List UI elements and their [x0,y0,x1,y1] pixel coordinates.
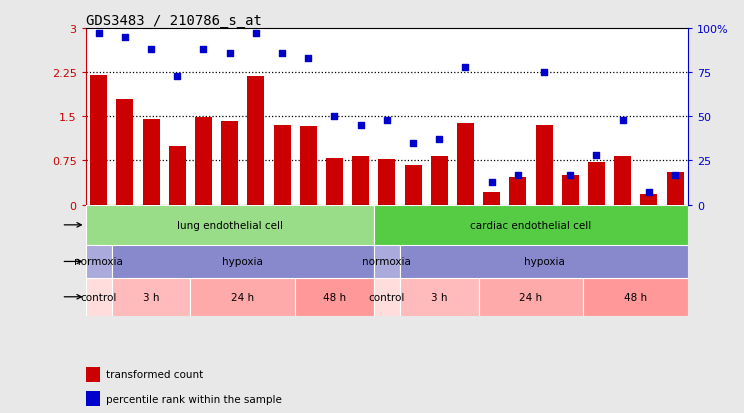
Bar [295,278,373,316]
Point [381,117,393,124]
Point [197,47,209,53]
Bar [379,159,395,205]
Point [329,114,341,120]
Text: transformed count: transformed count [106,369,203,379]
Point [512,172,524,178]
Text: control: control [80,292,117,302]
Bar [373,205,688,245]
Bar [400,245,688,278]
Bar [510,178,527,205]
Point [276,50,288,57]
Text: control: control [369,292,405,302]
Point [433,137,445,143]
Point [407,140,419,147]
Text: 24 h: 24 h [231,292,254,302]
Bar [373,278,400,316]
Bar [615,157,631,205]
Point [250,31,262,38]
Bar [86,205,373,245]
Bar [143,120,159,205]
Point [302,56,314,62]
Text: cardiac endothelial cell: cardiac endothelial cell [470,220,591,230]
Bar [247,77,264,205]
Bar [90,76,107,205]
Text: 48 h: 48 h [624,292,647,302]
Text: hypoxia: hypoxia [524,257,565,267]
Bar [400,278,478,316]
Bar [478,278,583,316]
Bar [190,278,295,316]
Text: 24 h: 24 h [519,292,542,302]
Point [643,190,655,196]
Bar [221,122,238,205]
Text: normoxia: normoxia [74,257,123,267]
Bar [86,367,100,382]
Point [565,172,577,178]
Text: 3 h: 3 h [431,292,448,302]
Bar [431,157,448,205]
Text: 3 h: 3 h [143,292,159,302]
Bar [536,126,553,205]
Text: 48 h: 48 h [323,292,346,302]
Text: lung endothelial cell: lung endothelial cell [176,220,283,230]
Point [355,123,367,129]
Bar [86,278,112,316]
Bar [583,278,688,316]
Point [538,70,550,76]
Point [119,34,131,41]
Bar [86,245,112,278]
Bar [641,195,658,205]
Text: hypoxia: hypoxia [222,257,263,267]
Bar [116,100,133,205]
Bar [326,158,343,205]
Point [460,64,472,71]
Bar [667,173,684,205]
Bar [405,165,422,205]
Bar [588,163,605,205]
Bar [300,127,317,205]
Point [669,172,681,178]
Bar [112,278,190,316]
Point [171,73,183,80]
Bar [352,157,369,205]
Bar [483,192,500,205]
Text: normoxia: normoxia [362,257,411,267]
Point [486,179,498,185]
Text: GDS3483 / 210786_s_at: GDS3483 / 210786_s_at [86,14,261,28]
Bar [86,392,100,406]
Point [591,152,603,159]
Point [617,117,629,124]
Bar [169,147,186,205]
Bar [195,118,212,205]
Bar [562,176,579,205]
Bar [112,245,373,278]
Text: percentile rank within the sample: percentile rank within the sample [106,394,282,404]
Bar [373,245,400,278]
Point [224,50,236,57]
Point [93,31,105,38]
Bar [457,124,474,205]
Bar [274,126,291,205]
Point [145,47,157,53]
